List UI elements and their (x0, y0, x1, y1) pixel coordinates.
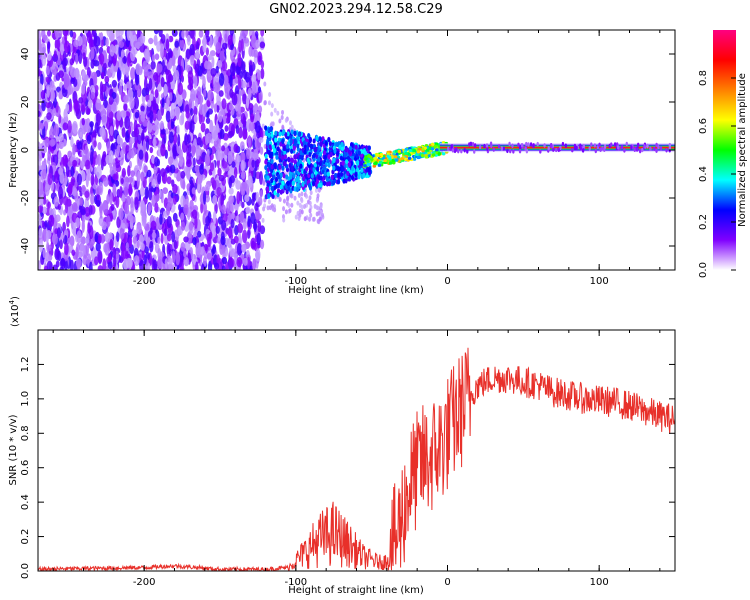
snr-y-tick-label: 0.6 (20, 460, 31, 476)
colorbar-tick-label: 0.4 (698, 166, 709, 182)
snr-y-tick-label: 0.8 (20, 425, 31, 441)
spectrogram-x-tick-label: 100 (590, 276, 609, 287)
snr-x-tick-label: 100 (590, 577, 609, 588)
snr-y-tick-label: 0.2 (20, 529, 31, 545)
spectrogram-x-tick-label: -200 (133, 276, 156, 287)
spectrogram-y-tick-label: 40 (20, 48, 31, 61)
chart-title: GN02.2023.294.12.58.C29 (269, 2, 443, 17)
snr-series-line (38, 347, 675, 571)
spectrogram-y-tick-label: -20 (20, 190, 31, 206)
spectrogram-heatmap (38, 30, 675, 270)
colorbar: 0.0 0.2 0.4 0.6 0.8 Normalized spectral ampl… (698, 30, 748, 278)
snr-x-tick-label: -200 (133, 577, 156, 588)
colorbar-gradient (713, 30, 736, 270)
snr-y-tick-label: 1.2 (20, 356, 31, 372)
snr-y-tick-label: 0.4 (20, 494, 31, 510)
snr-scale-label: (x104) (8, 296, 21, 327)
snr-y-label: SNR (10 * v/v) (8, 414, 19, 485)
colorbar-label: Normalized spectral amplitude (737, 73, 748, 227)
snr-panel: -200 -100 0 100 0.0 0.2 0.4 0.6 0.8 1.0 1.2 Height… (8, 296, 676, 596)
spectrogram-y-label: Frequency (Hz) (8, 112, 19, 188)
spectrogram-x-tick-label: -100 (284, 276, 307, 287)
snr-x-tick-label: 0 (444, 577, 450, 588)
spectrogram-y-tick-label: 20 (20, 96, 31, 109)
snr-y-tick-label: 0.0 (20, 563, 31, 579)
colorbar-tick-label: 0.8 (698, 70, 709, 86)
spectrogram-x-label: Height of straight line (km) (288, 285, 424, 296)
snr-y-tick-label: 1.0 (20, 391, 31, 407)
colorbar-tick-label: 0.2 (698, 214, 709, 230)
colorbar-tick-label: 0.6 (698, 118, 709, 134)
snr-x-tick-label: -100 (284, 577, 307, 588)
spectrogram-y-tick-label: -40 (20, 238, 31, 254)
colorbar-tick-label: 0.0 (698, 262, 709, 278)
spectrogram-y-tick-label: 0 (20, 147, 31, 153)
snr-x-label: Height of straight line (km) (288, 585, 424, 596)
narrow-band-signal (439, 146, 675, 149)
snr-frame (37, 329, 676, 572)
spectrogram-x-tick-label: 0 (444, 276, 450, 287)
